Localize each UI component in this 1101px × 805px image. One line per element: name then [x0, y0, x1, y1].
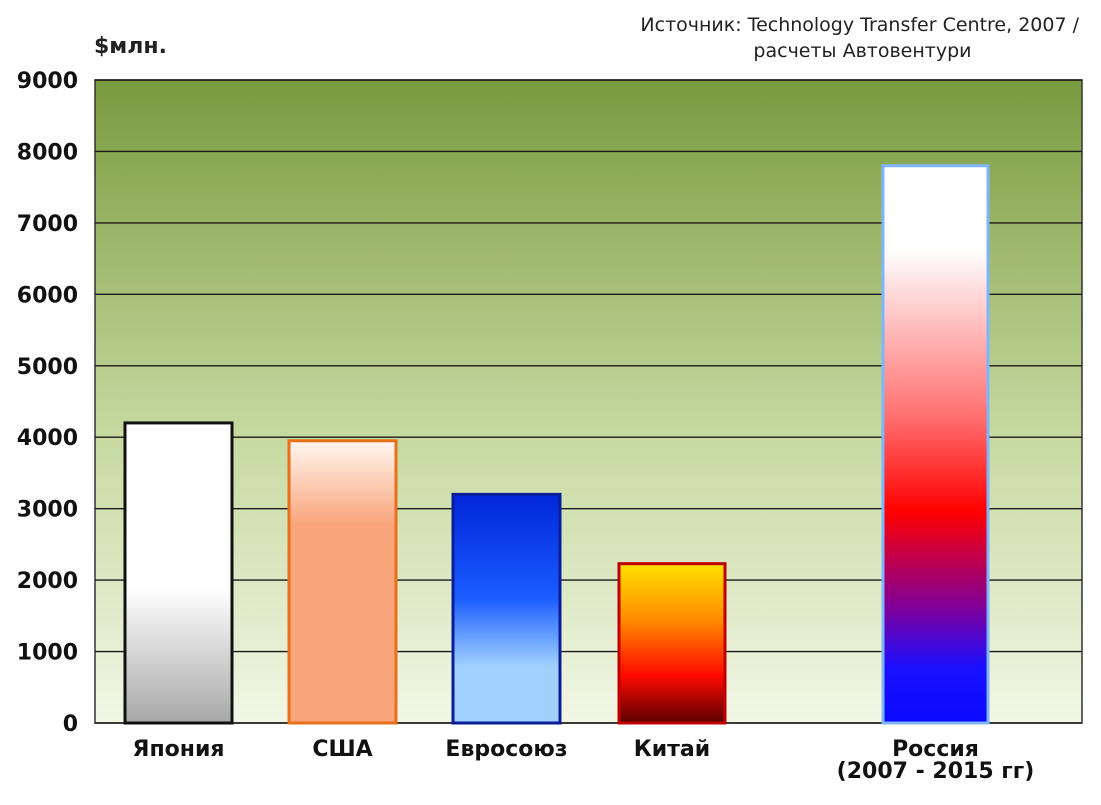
y-tick-label: 0	[63, 712, 78, 737]
x-category-label: Япония	[133, 737, 225, 762]
source-line-1: Источник: Technology Transfer Centre, 20…	[640, 14, 1079, 36]
y-tick-label: 2000	[17, 569, 78, 594]
bar-2	[287, 439, 398, 725]
y-axis-unit-label: $млн.	[94, 34, 167, 59]
bar-4	[617, 562, 727, 725]
y-tick-label: 3000	[17, 498, 78, 523]
x-category-label: Россия	[892, 737, 979, 762]
y-tick-label: 5000	[17, 355, 78, 380]
y-tick-label: 1000	[17, 641, 78, 666]
y-tick-label: 8000	[17, 140, 78, 165]
y-tick-label: 9000	[17, 69, 78, 94]
bar-3	[451, 492, 562, 725]
y-tick-label: 7000	[17, 212, 78, 237]
bar-1	[123, 421, 234, 725]
x-category-label: Китай	[634, 737, 710, 762]
x-category-label: США	[312, 737, 372, 762]
y-tick-label: 4000	[17, 426, 78, 451]
x-category-sublabel: (2007 - 2015 гг)	[837, 759, 1035, 784]
x-category-label: Евросоюз	[445, 737, 567, 762]
source-note: Источник: Technology Transfer Centre, 20…	[640, 12, 1079, 64]
source-line-2: расчеты Автовентури	[753, 40, 972, 62]
bar-5	[881, 164, 990, 725]
y-tick-label: 6000	[17, 283, 78, 308]
